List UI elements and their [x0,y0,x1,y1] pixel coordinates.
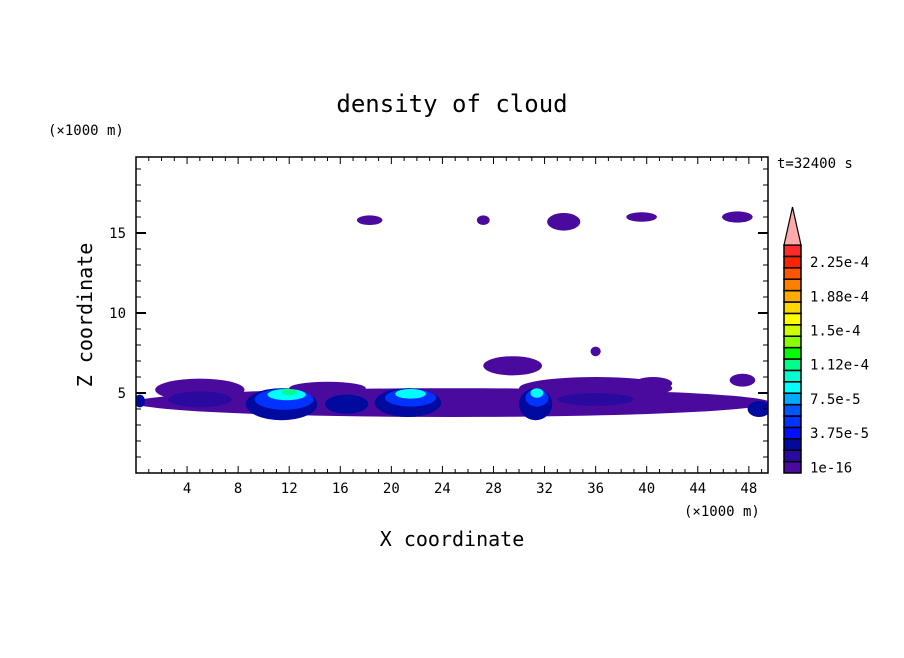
y-unit-label: (×1000 m) [48,123,124,139]
colorbar-level [783,324,802,337]
x-tick-label: 4 [183,481,191,497]
colorbar-level [783,449,802,463]
chart-title: density of cloud [336,90,567,118]
contour-region [483,356,543,376]
y-tick-label: 10 [109,306,126,322]
colorbar-label: 1e-16 [810,460,852,476]
colorbar-label: 1.5e-4 [810,324,861,340]
x-tick-label: 16 [332,481,349,497]
colorbar: 1e-16 3.75e-5 7.5e-5 1.12e-4 1.5e-4 1.88e-4 2.… [783,206,869,476]
colorbar-level [783,392,802,406]
colorbar-level [783,244,802,258]
colorbar-level [783,335,802,349]
colorbar-level [783,426,802,440]
contour-region [476,215,490,225]
contour-region [356,215,383,225]
x-tick-label: 40 [638,481,655,497]
contour-region [136,394,145,408]
x-tick-label: 36 [587,481,604,497]
colorbar-level [783,369,802,383]
contour-region [519,377,673,400]
colorbar-level [783,278,802,292]
colorbar-level [783,358,802,372]
colorbar-label: 7.5e-5 [810,392,861,408]
plot-area [136,211,768,421]
colorbar-level [783,403,802,417]
contour-region [281,389,297,396]
contour-region [289,381,366,395]
colorbar-level [783,415,802,429]
colorbar-label: 1.88e-4 [810,289,869,305]
x-unit-label: (×1000 m) [684,504,760,520]
colorbar-level [783,312,802,326]
x-axis-label: X coordinate [380,527,525,551]
contour-region [324,394,369,414]
colorbar-level [783,346,802,360]
contour-region [557,393,634,406]
x-tick-label: 28 [485,481,502,497]
contour-region [729,373,756,387]
x-tick-label: 20 [383,481,400,497]
colorbar-level [783,301,802,315]
x-tick-label: 44 [689,481,706,497]
contour-region [530,388,544,398]
x-tick-label: 12 [281,481,298,497]
contour-region [395,389,426,399]
colorbar-level [783,460,802,474]
colorbar-over-triangle [783,206,802,246]
colorbar-label: 2.25e-4 [810,255,869,271]
contour-region [747,401,768,417]
contour-region [722,211,753,223]
contour-region [626,212,657,222]
x-tick-label: 48 [740,481,757,497]
colorbar-level [783,255,802,269]
x-tick-label: 32 [536,481,553,497]
y-tick-label: 15 [109,226,126,242]
colorbar-label: 1.12e-4 [810,358,869,374]
x-tick-label: 24 [434,481,451,497]
contour-region [590,346,601,357]
time-label: t=32400 s [777,156,853,172]
colorbar-level [783,381,802,394]
colorbar-level [783,289,802,303]
x-tick-label: 8 [234,481,242,497]
colorbar-label: 3.75e-5 [810,426,869,442]
plot-frame [135,156,769,474]
colorbar-level [783,267,802,280]
y-tick-label: 5 [118,386,126,402]
contour-region [633,377,673,390]
contour-regions [136,211,768,421]
contour-region [167,391,232,408]
contour-region [547,213,581,231]
colorbar-level [783,438,802,451]
y-axis-label: Z coordinate [73,243,97,388]
